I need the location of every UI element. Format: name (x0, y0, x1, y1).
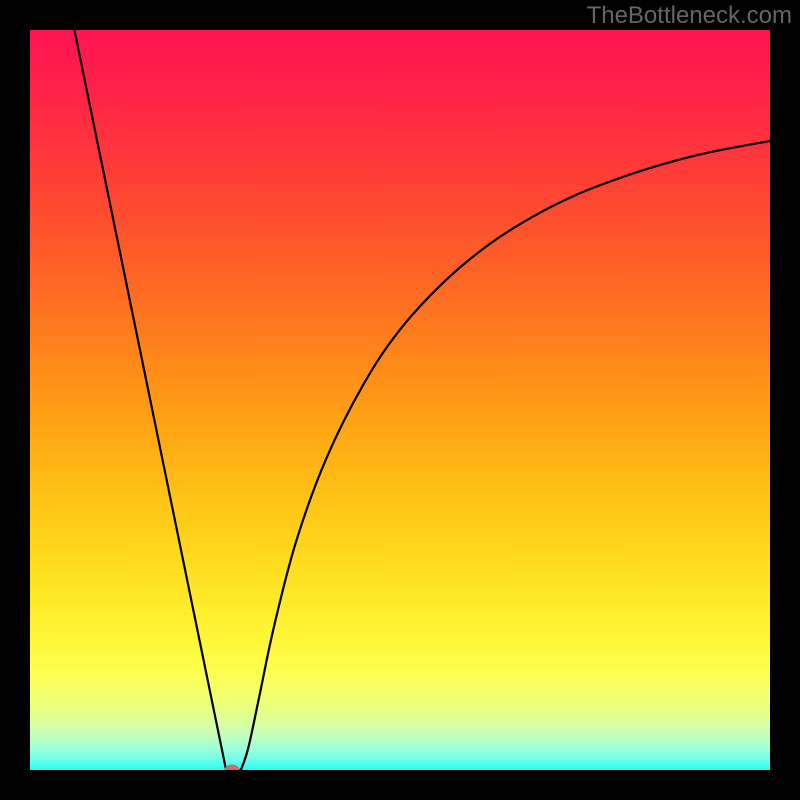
chart-container: TheBottleneck.com (0, 0, 800, 800)
chart-background-gradient (30, 30, 770, 770)
watermark-text: TheBottleneck.com (587, 2, 792, 30)
bottleneck-chart (0, 0, 800, 800)
